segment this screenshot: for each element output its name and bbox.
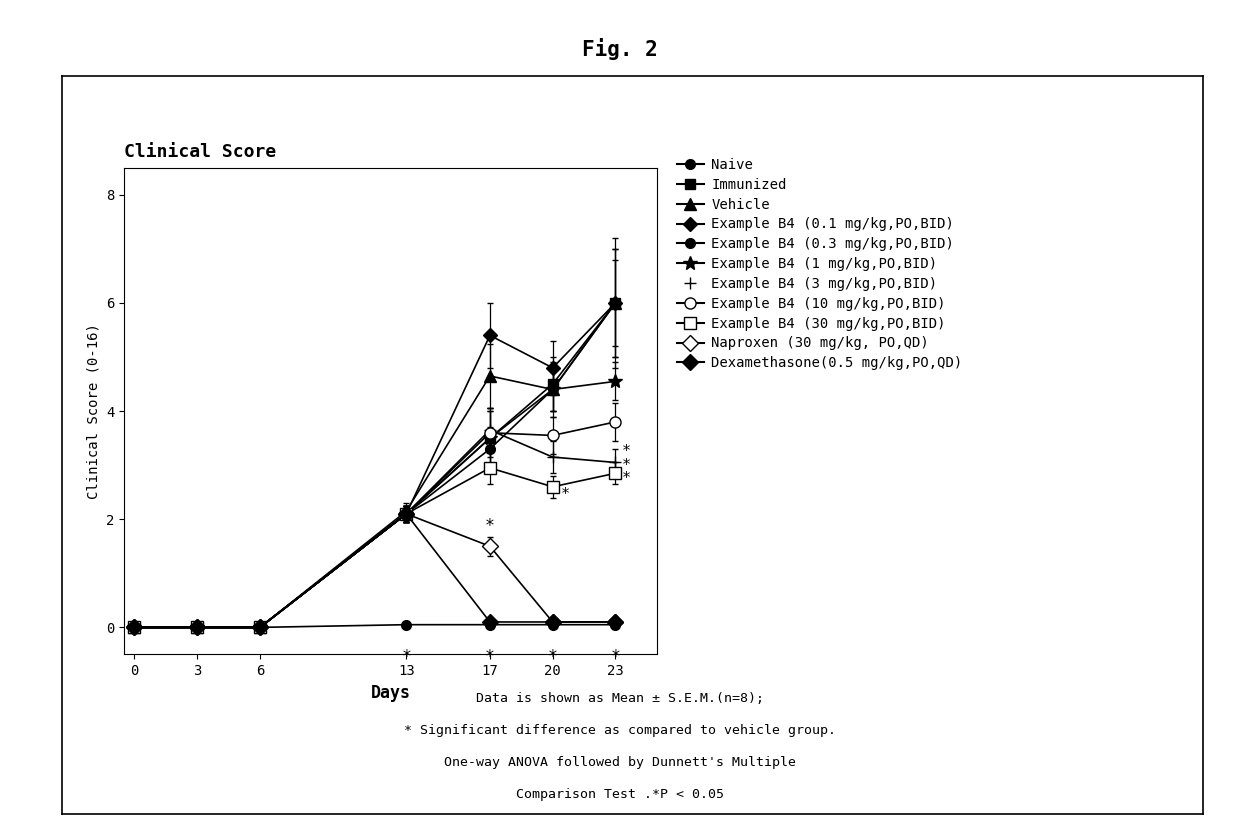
Text: Clinical Score: Clinical Score [124,143,277,161]
Text: *: * [548,648,558,666]
Legend: Naive, Immunized, Vehicle, Example B4 (0.1 mg/kg,PO,BID), Example B4 (0.3 mg/kg,: Naive, Immunized, Vehicle, Example B4 (0… [677,158,962,370]
X-axis label: Days: Days [371,684,410,701]
Text: * Significant difference as compared to vehicle group.: * Significant difference as compared to … [404,724,836,737]
Text: *: * [621,444,631,459]
Text: Data is shown as Mean ± S.E.M.(n=8);: Data is shown as Mean ± S.E.M.(n=8); [476,692,764,705]
Text: *: * [485,518,495,535]
Text: *: * [621,472,631,486]
Text: *: * [402,648,412,666]
Text: *: * [610,648,620,666]
Y-axis label: Clinical Score (0-16): Clinical Score (0-16) [87,323,100,499]
Text: *: * [621,458,631,472]
Text: Comparison Test .*P < 0.05: Comparison Test .*P < 0.05 [516,788,724,800]
Text: *: * [560,487,570,503]
Text: One-way ANOVA followed by Dunnett's Multiple: One-way ANOVA followed by Dunnett's Mult… [444,756,796,769]
Text: *: * [485,648,495,666]
Text: Fig. 2: Fig. 2 [582,38,658,60]
